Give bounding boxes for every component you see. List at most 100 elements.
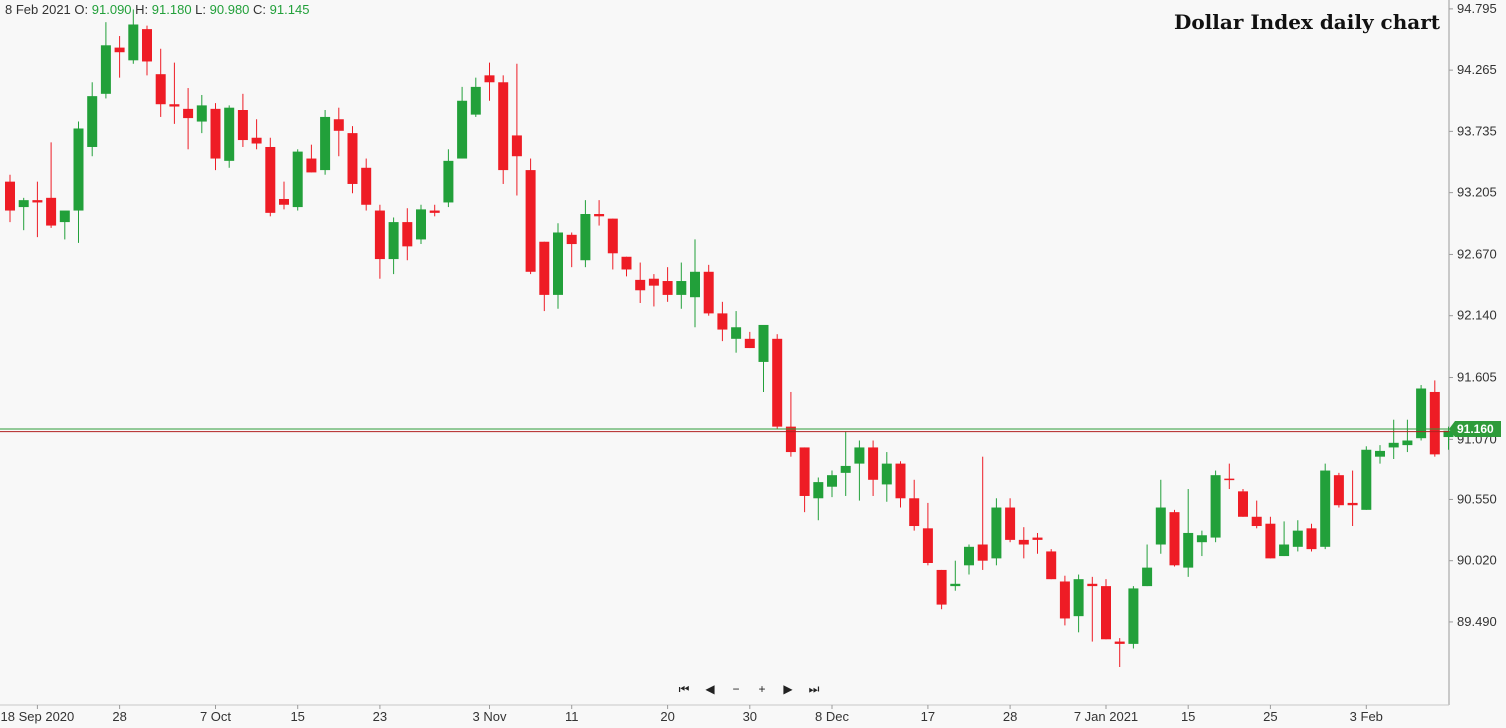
- x-tick-label: 15: [290, 709, 304, 724]
- first-icon[interactable]: ⏮: [678, 682, 690, 696]
- candle: [553, 223, 563, 309]
- candle-body: [566, 234, 577, 245]
- candle: [868, 440, 879, 496]
- candle: [1046, 549, 1057, 580]
- candle: [237, 93, 248, 147]
- last-price-tag: 91.160: [1449, 420, 1501, 437]
- candle: [320, 110, 331, 175]
- candle: [1361, 446, 1372, 510]
- candle-body: [868, 447, 879, 480]
- candle-body: [32, 200, 43, 203]
- candle: [621, 256, 632, 277]
- ohlc-date: 8 Feb 2021: [5, 2, 71, 17]
- candle: [1169, 509, 1180, 567]
- candle: [635, 262, 646, 303]
- ohlc-close-value: 91.145: [269, 2, 310, 17]
- candle-body: [470, 86, 481, 115]
- candle: [251, 119, 262, 150]
- candle-body: [1333, 475, 1344, 506]
- candle-body: [539, 241, 550, 295]
- candle-body: [320, 116, 331, 171]
- candle: [1210, 470, 1221, 543]
- candle-body: [580, 214, 591, 261]
- candle: [922, 502, 933, 566]
- x-tick-label: 7 Oct: [200, 709, 231, 724]
- y-axis-ticks: 94.795 94.265 93.735 93.205 92.670 92.140 91.6…: [1449, 1, 1497, 629]
- candle: [1320, 463, 1331, 550]
- ohlc-open-label: O:: [74, 2, 89, 17]
- candle-body: [1128, 588, 1139, 644]
- candle: [347, 126, 358, 194]
- candle: [854, 440, 865, 501]
- candle: [1333, 472, 1344, 508]
- candle-body: [1087, 583, 1098, 587]
- candle: [306, 144, 317, 173]
- candle-body: [1279, 544, 1290, 557]
- candle-body: [374, 210, 385, 260]
- candle-body: [676, 281, 687, 295]
- candle-body: [484, 75, 495, 83]
- candle-body: [1443, 430, 1454, 438]
- candle-body: [1101, 586, 1111, 640]
- price-lines: [0, 428, 1449, 433]
- candle: [1114, 638, 1125, 667]
- candle-body: [525, 170, 536, 272]
- candle-body: [1306, 528, 1317, 550]
- candle: [813, 477, 824, 521]
- candle-body: [1375, 450, 1385, 457]
- candle: [895, 461, 906, 508]
- candle: [32, 181, 43, 238]
- y-tick-label: 94.795: [1457, 1, 1497, 16]
- candle: [402, 208, 413, 261]
- candle-body: [1073, 579, 1084, 617]
- candle: [950, 560, 961, 591]
- candle: [484, 62, 495, 101]
- candle: [1375, 445, 1385, 464]
- zoom-in-icon[interactable]: +: [758, 682, 766, 696]
- candle: [580, 200, 591, 268]
- ohlc-low-label: L:: [195, 2, 207, 17]
- candle: [1101, 579, 1111, 640]
- y-tick-label: 90.550: [1457, 491, 1497, 506]
- candle: [416, 204, 426, 245]
- candle: [566, 232, 577, 268]
- candle-body: [347, 133, 358, 184]
- candle: [758, 324, 769, 392]
- candle: [1196, 530, 1207, 557]
- candle: [1224, 463, 1235, 490]
- candle-body: [1183, 532, 1194, 568]
- x-tick-label: 25: [1263, 709, 1277, 724]
- candle: [1005, 498, 1016, 543]
- chart-navigation: ⏮ ◀ − + ▶ ⏭: [676, 680, 822, 698]
- candle: [1032, 532, 1043, 554]
- prev-icon[interactable]: ◀: [705, 682, 715, 696]
- candle-body: [607, 218, 618, 254]
- candle: [1087, 576, 1098, 642]
- candle: [703, 264, 714, 316]
- next-icon[interactable]: ▶: [783, 682, 793, 696]
- zoom-out-icon[interactable]: −: [732, 682, 740, 696]
- candle-body: [744, 338, 755, 349]
- ohlc-high-label: H:: [135, 2, 149, 17]
- candle: [169, 62, 180, 124]
- candle-body: [881, 463, 892, 485]
- candle-body: [964, 546, 974, 566]
- candle: [1018, 527, 1029, 559]
- candle-body: [333, 119, 344, 131]
- candle: [662, 267, 673, 302]
- candle-body: [1292, 530, 1303, 547]
- candle-body: [717, 313, 728, 330]
- candle: [1279, 521, 1290, 557]
- candle-body: [100, 45, 111, 94]
- candle-body: [224, 107, 235, 161]
- candles-group: [5, 9, 1454, 667]
- candle-body: [950, 583, 961, 587]
- candle-body: [772, 338, 783, 427]
- candle-body: [799, 447, 810, 496]
- ohlc-header: 8 Feb 2021 O: 91.090 H: 91.180 L: 90.980…: [5, 2, 309, 17]
- y-tick-label: 90.020: [1457, 553, 1497, 568]
- candle-body: [265, 146, 276, 213]
- last-icon[interactable]: ⏭: [808, 682, 820, 696]
- candle: [511, 63, 522, 196]
- candle-body: [662, 281, 673, 295]
